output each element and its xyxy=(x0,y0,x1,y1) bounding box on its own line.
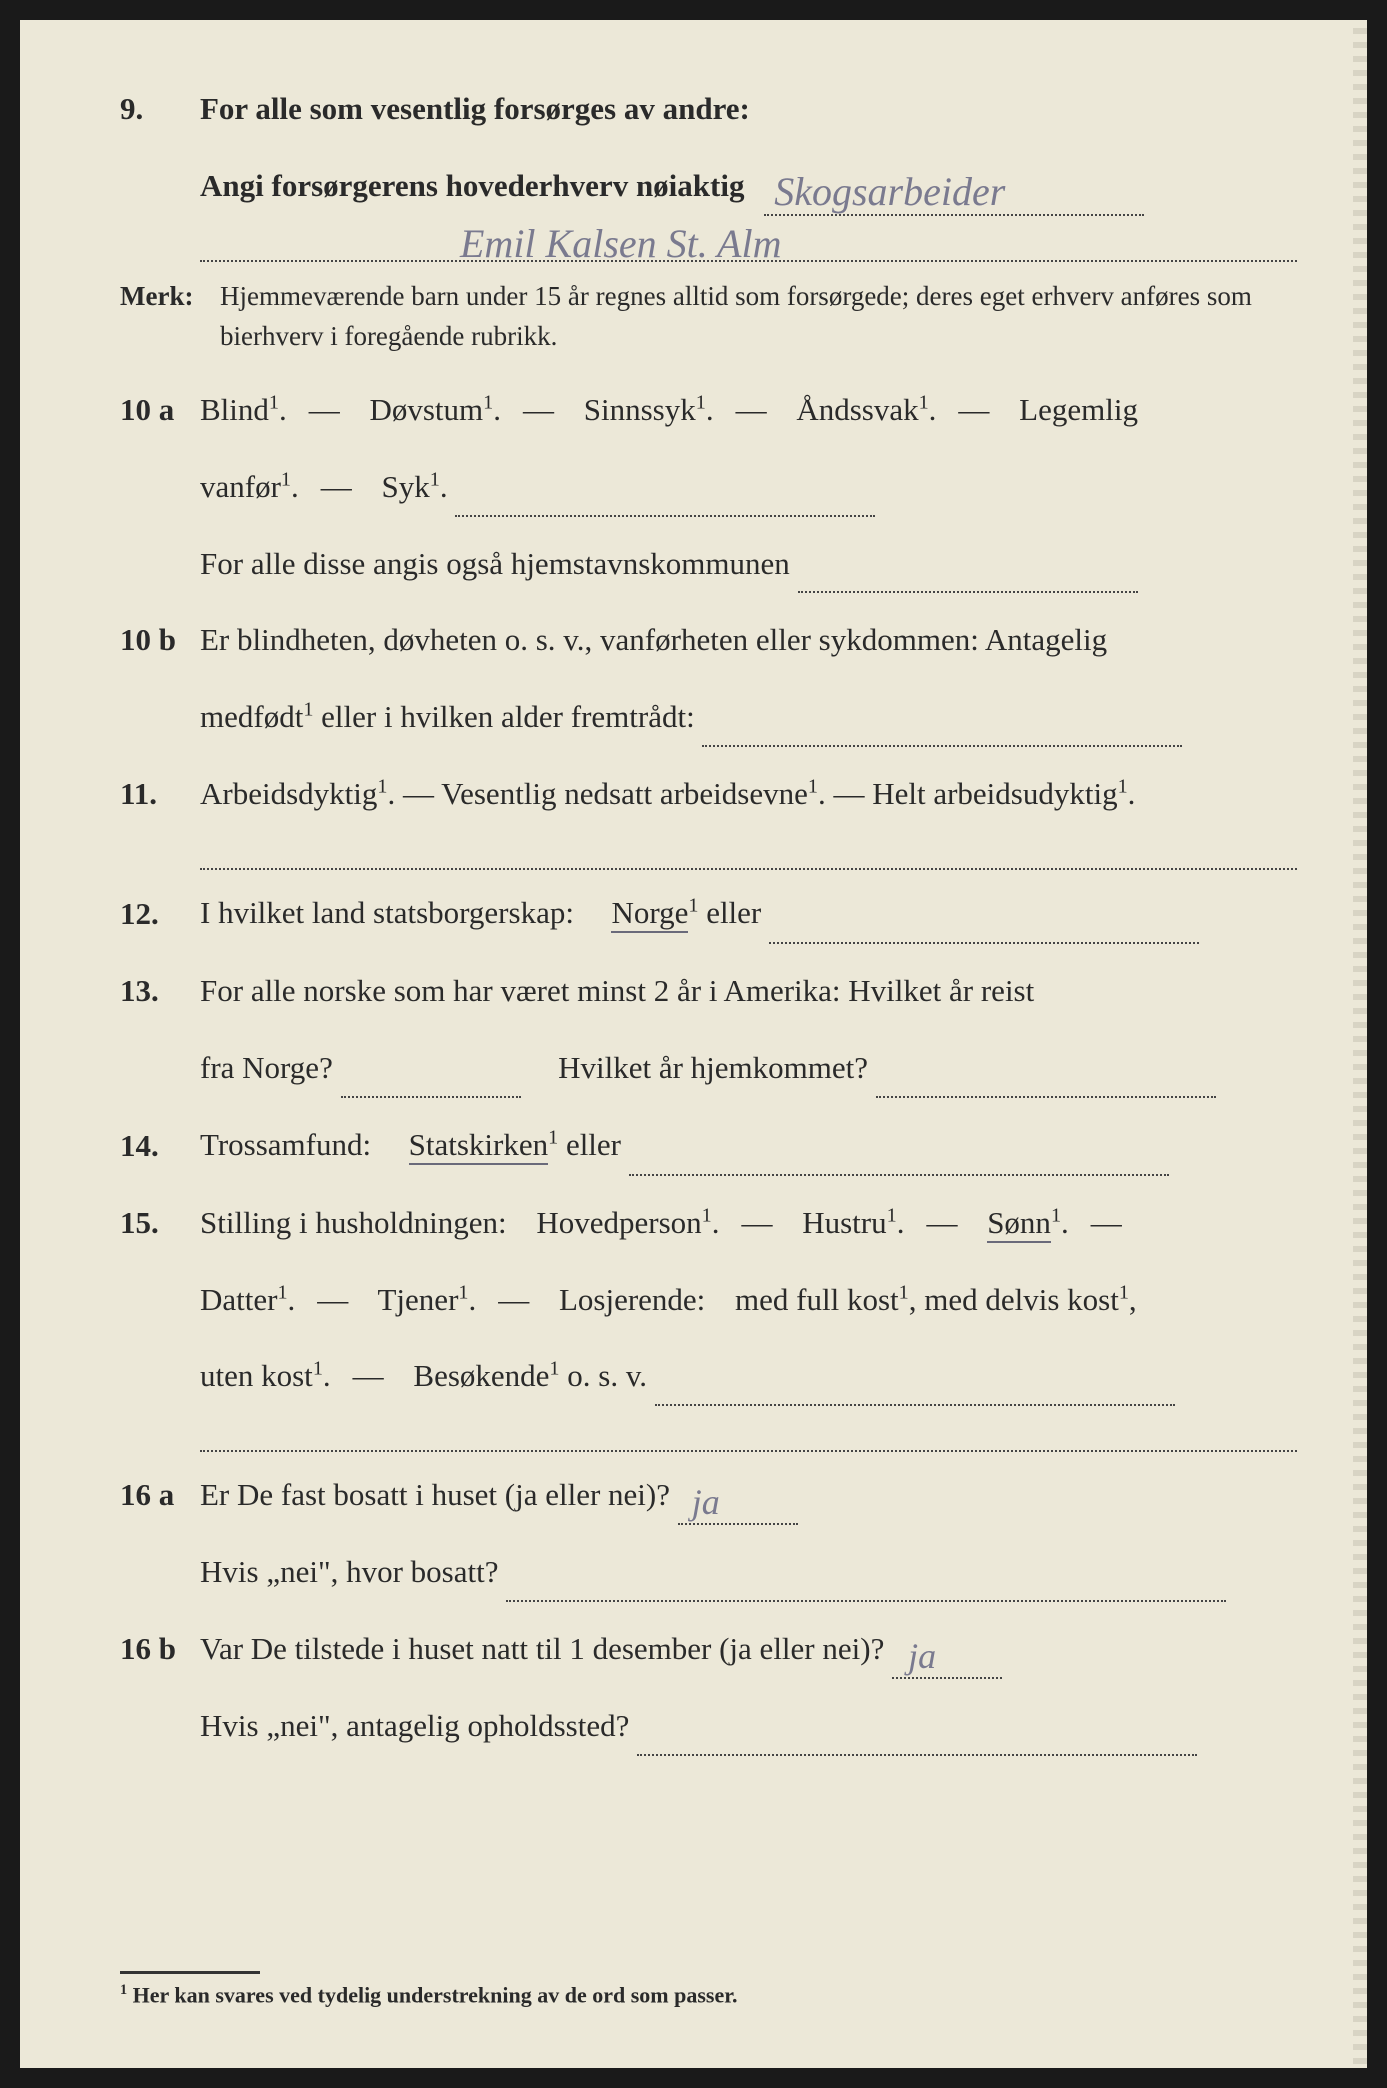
q10b-number: 10 b xyxy=(120,611,200,670)
footnote: 1 Her kan svares ved tydelig understrekn… xyxy=(120,1971,738,2008)
q10b-line2: medfødt1 eller i hvilken alder fremtrådt… xyxy=(120,688,1297,747)
question-13: 13. For alle norske som har været minst … xyxy=(120,962,1297,1021)
q14-number: 14. xyxy=(120,1117,200,1176)
q11-fill xyxy=(200,842,1297,870)
merk-text: Hjemmeværende barn under 15 år regnes al… xyxy=(220,276,1297,357)
q15-fill xyxy=(200,1424,1297,1452)
q10a-line2: vanfør1.— Syk1. xyxy=(120,458,1297,517)
q12-number: 12. xyxy=(120,885,200,944)
q9-line1: For alle som vesentlig forsørges av andr… xyxy=(200,80,1297,139)
q9-handwriting1: Skogsarbeider xyxy=(774,154,1005,230)
question-10b: 10 b Er blindheten, døvheten o. s. v., v… xyxy=(120,611,1297,670)
q15-line3: uten kost1.— Besøkende1 o. s. v. xyxy=(120,1347,1297,1406)
q9-fill1: Skogsarbeider xyxy=(764,172,1144,215)
q9-number: 9. xyxy=(120,80,200,139)
question-15: 15. Stilling i husholdningen: Hovedperso… xyxy=(120,1194,1297,1253)
q15-sonn-underlined: Sønn xyxy=(987,1205,1051,1243)
q13-number: 13. xyxy=(120,962,200,1021)
question-9: 9. For alle som vesentlig forsørges av a… xyxy=(120,80,1297,139)
q10a-line3: For alle disse angis også hjemstavnskomm… xyxy=(120,535,1297,594)
merk-note: Merk: Hjemmeværende barn under 15 år reg… xyxy=(120,276,1297,357)
q15-line2: Datter1.— Tjener1.— Losjerende: med full… xyxy=(120,1271,1297,1330)
question-10a: 10 a Blind1.— Døvstum1.— Sinnssyk1.— Ånd… xyxy=(120,381,1297,440)
q16b-line2: Hvis „nei", antagelig opholdssted? xyxy=(120,1697,1297,1756)
question-16a: 16 a Er De fast bosatt i huset (ja eller… xyxy=(120,1466,1297,1525)
question-14: 14. Trossamfund: Statskirken1 eller xyxy=(120,1116,1297,1176)
q15-number: 15. xyxy=(120,1194,200,1253)
question-16b: 16 b Var De tilstede i huset natt til 1 … xyxy=(120,1620,1297,1679)
q10a-number: 10 a xyxy=(120,381,200,440)
perforated-edge xyxy=(1353,20,1367,2068)
q16b-answer: ja xyxy=(892,1636,1002,1679)
q13-text1: For alle norske som har været minst 2 år… xyxy=(200,962,1297,1021)
q16a-answer: ja xyxy=(678,1482,798,1525)
q16b-number: 16 b xyxy=(120,1620,200,1679)
merk-label: Merk: xyxy=(120,276,220,357)
q9-fill2: Emil Kalsen St. Alm xyxy=(200,234,1297,262)
question-12: 12. I hvilket land statsborgerskap: Norg… xyxy=(120,884,1297,944)
q10b-text1: Er blindheten, døvheten o. s. v., vanfør… xyxy=(200,611,1297,670)
q16a-number: 16 a xyxy=(120,1466,200,1525)
q14-statskirken-underlined: Statskirken xyxy=(409,1127,549,1165)
q13-line2: fra Norge? Hvilket år hjemkommet? xyxy=(120,1039,1297,1098)
q9-line2-row: Angi forsørgerens hovederhverv nøiaktig … xyxy=(120,157,1297,216)
q9-handwriting2: Emil Kalsen St. Alm xyxy=(460,220,781,267)
question-11: 11. Arbeidsdyktig1. — Vesentlig nedsatt … xyxy=(120,765,1297,824)
footnote-rule xyxy=(120,1971,260,1974)
q10a-fill xyxy=(455,473,875,516)
q16a-line2: Hvis „nei", hvor bosatt? xyxy=(120,1543,1297,1602)
q11-number: 11. xyxy=(120,765,200,824)
q9-line2: Angi forsørgerens hovederhverv nøiaktig xyxy=(200,168,744,203)
document-page: 9. For alle som vesentlig forsørges av a… xyxy=(20,20,1367,2068)
q12-norge-underlined: Norge xyxy=(611,895,688,933)
